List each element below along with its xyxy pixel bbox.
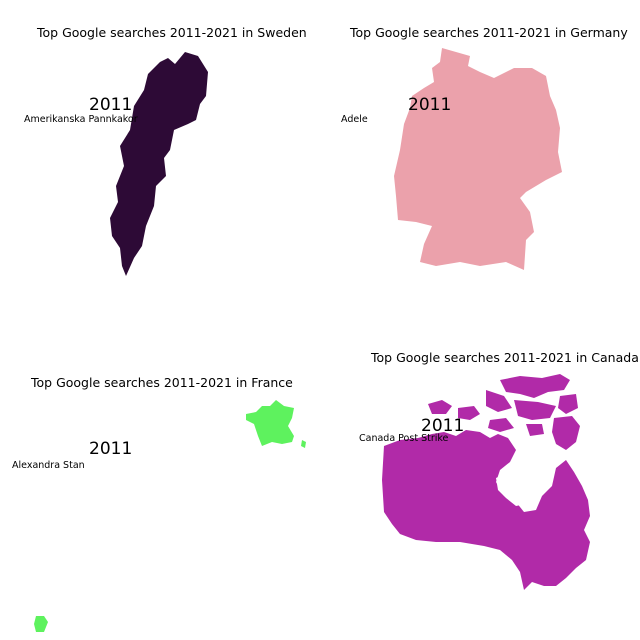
arctic-island [428, 400, 452, 414]
year-label: 2011 [408, 95, 452, 115]
panel-germany: Top Google searches 2011-2021 in Germany… [320, 0, 640, 320]
search-term: Amerikanska Pannkakor [24, 114, 138, 125]
panel-title: Top Google searches 2011-2021 in Canada [371, 350, 639, 365]
year-label: 2011 [89, 95, 133, 115]
overseas-territory [34, 616, 48, 632]
hudson-bay [496, 470, 532, 506]
panel-canada: Top Google searches 2011-2021 in Canada … [320, 320, 640, 640]
germany-shape [394, 48, 562, 270]
year-label: 2011 [89, 439, 133, 459]
mainland [382, 430, 590, 590]
search-term: Adele [341, 114, 368, 125]
panel-france: Top Google searches 2011-2021 in France … [0, 320, 320, 640]
search-term: Canada Post Strike [359, 433, 449, 444]
france-map [34, 400, 306, 632]
panel-title: Top Google searches 2011-2021 in Sweden [37, 25, 307, 40]
sweden-map [110, 52, 208, 276]
arctic-island [500, 374, 570, 398]
canada-map [382, 374, 590, 590]
arctic-island [486, 390, 512, 412]
search-term: Alexandra Stan [12, 460, 85, 471]
year-label: 2011 [421, 416, 465, 436]
arctic-island [458, 406, 480, 420]
france-mainland [246, 400, 294, 446]
sweden-shape [110, 52, 208, 276]
baffin-island [552, 416, 580, 450]
panel-title: Top Google searches 2011-2021 in France [31, 375, 293, 390]
arctic-island [514, 400, 556, 420]
arctic-island [488, 418, 514, 432]
arctic-island [558, 394, 578, 414]
panel-title: Top Google searches 2011-2021 in Germany [350, 25, 628, 40]
corsica [301, 440, 306, 448]
arctic-island [526, 424, 544, 436]
germany-map [394, 48, 562, 270]
panel-sweden: Top Google searches 2011-2021 in Sweden … [0, 0, 320, 320]
